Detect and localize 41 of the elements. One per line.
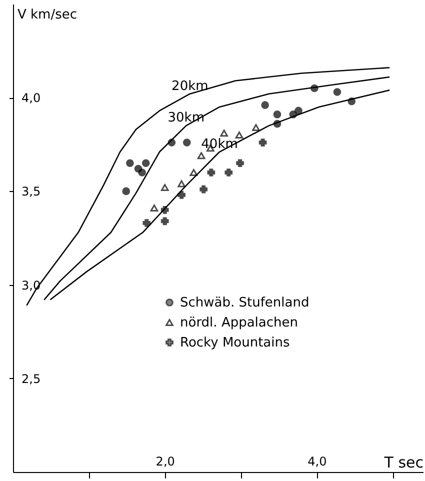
point [289,110,298,118]
point [224,168,233,176]
point [261,101,269,109]
point [236,159,244,168]
point [258,138,267,146]
point [142,219,151,227]
x-axis-title: T sec [383,454,424,472]
point [168,138,176,146]
point [142,159,150,168]
point [294,106,302,115]
y-tick-label: 2,5 [22,372,41,386]
point [190,168,198,176]
point [160,217,169,226]
point [333,88,342,96]
point [273,110,282,118]
point [220,130,228,137]
point [178,180,186,188]
legend-label: Schwäb. Stufenland [180,296,310,310]
point [235,132,244,139]
point [252,124,260,132]
legend-label: Rocky Mountains [180,336,290,350]
point [348,97,356,106]
point [138,168,146,176]
point [200,185,208,194]
point [122,187,130,196]
x-tick-label: 2,0 [156,454,175,468]
point [178,191,186,199]
point [182,138,191,146]
point [126,159,134,168]
point [197,152,206,160]
point [160,206,169,214]
point [160,184,169,191]
point [207,168,216,176]
point [273,120,282,128]
point [150,204,158,212]
y-axis-title: V km/sec [18,8,78,22]
y-tick-label: 3,5 [22,184,41,199]
legend-label: nördl. Appalachen [180,316,298,330]
point [310,84,318,92]
annotation: 20km [172,78,208,94]
y-tick-label: 4,0 [22,91,41,106]
